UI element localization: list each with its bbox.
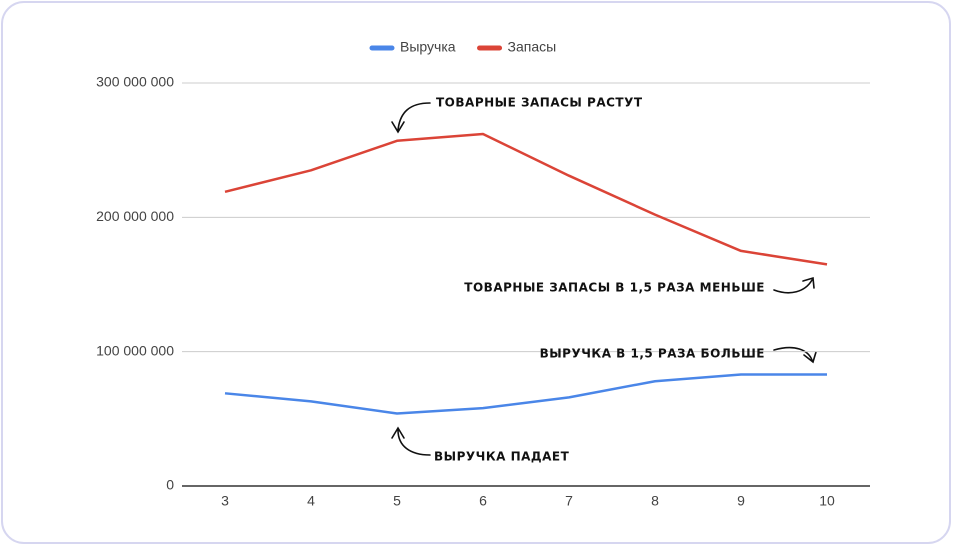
legend-label: Выручка bbox=[400, 39, 456, 55]
annotation: ВЫРУЧКА ПАДАЕТ bbox=[434, 450, 570, 464]
legend-label: Запасы bbox=[508, 39, 557, 55]
y-tick-label: 300 000 000 bbox=[96, 74, 174, 90]
annotation: ВЫРУЧКА В 1,5 РАЗА БОЛЬШЕ bbox=[540, 347, 765, 361]
arrow bbox=[391, 102, 431, 134]
series-line bbox=[224, 132, 828, 266]
x-tick-label: 9 bbox=[737, 493, 745, 509]
x-tick-label: 8 bbox=[651, 493, 659, 509]
x-tick-label: 5 bbox=[393, 493, 401, 509]
x-tick-label: 6 bbox=[479, 493, 487, 509]
arrow bbox=[773, 346, 817, 364]
x-tick-label: 7 bbox=[565, 493, 573, 509]
series-line bbox=[224, 373, 827, 415]
annotation: ТОВАРНЫЕ ЗАПАСЫ В 1,5 РАЗА МЕНЬШЕ bbox=[464, 281, 765, 295]
y-tick-label: 200 000 000 bbox=[96, 208, 174, 224]
arrow bbox=[773, 276, 815, 294]
annotation: ТОВАРНЫЕ ЗАПАСЫ РАСТУТ bbox=[436, 96, 643, 110]
y-tick-label: 0 bbox=[166, 477, 174, 493]
arrow bbox=[391, 426, 431, 456]
x-tick-label: 4 bbox=[307, 493, 315, 509]
x-tick-label: 10 bbox=[819, 493, 835, 509]
x-tick-label: 3 bbox=[221, 493, 229, 509]
y-tick-label: 100 000 000 bbox=[96, 342, 174, 358]
